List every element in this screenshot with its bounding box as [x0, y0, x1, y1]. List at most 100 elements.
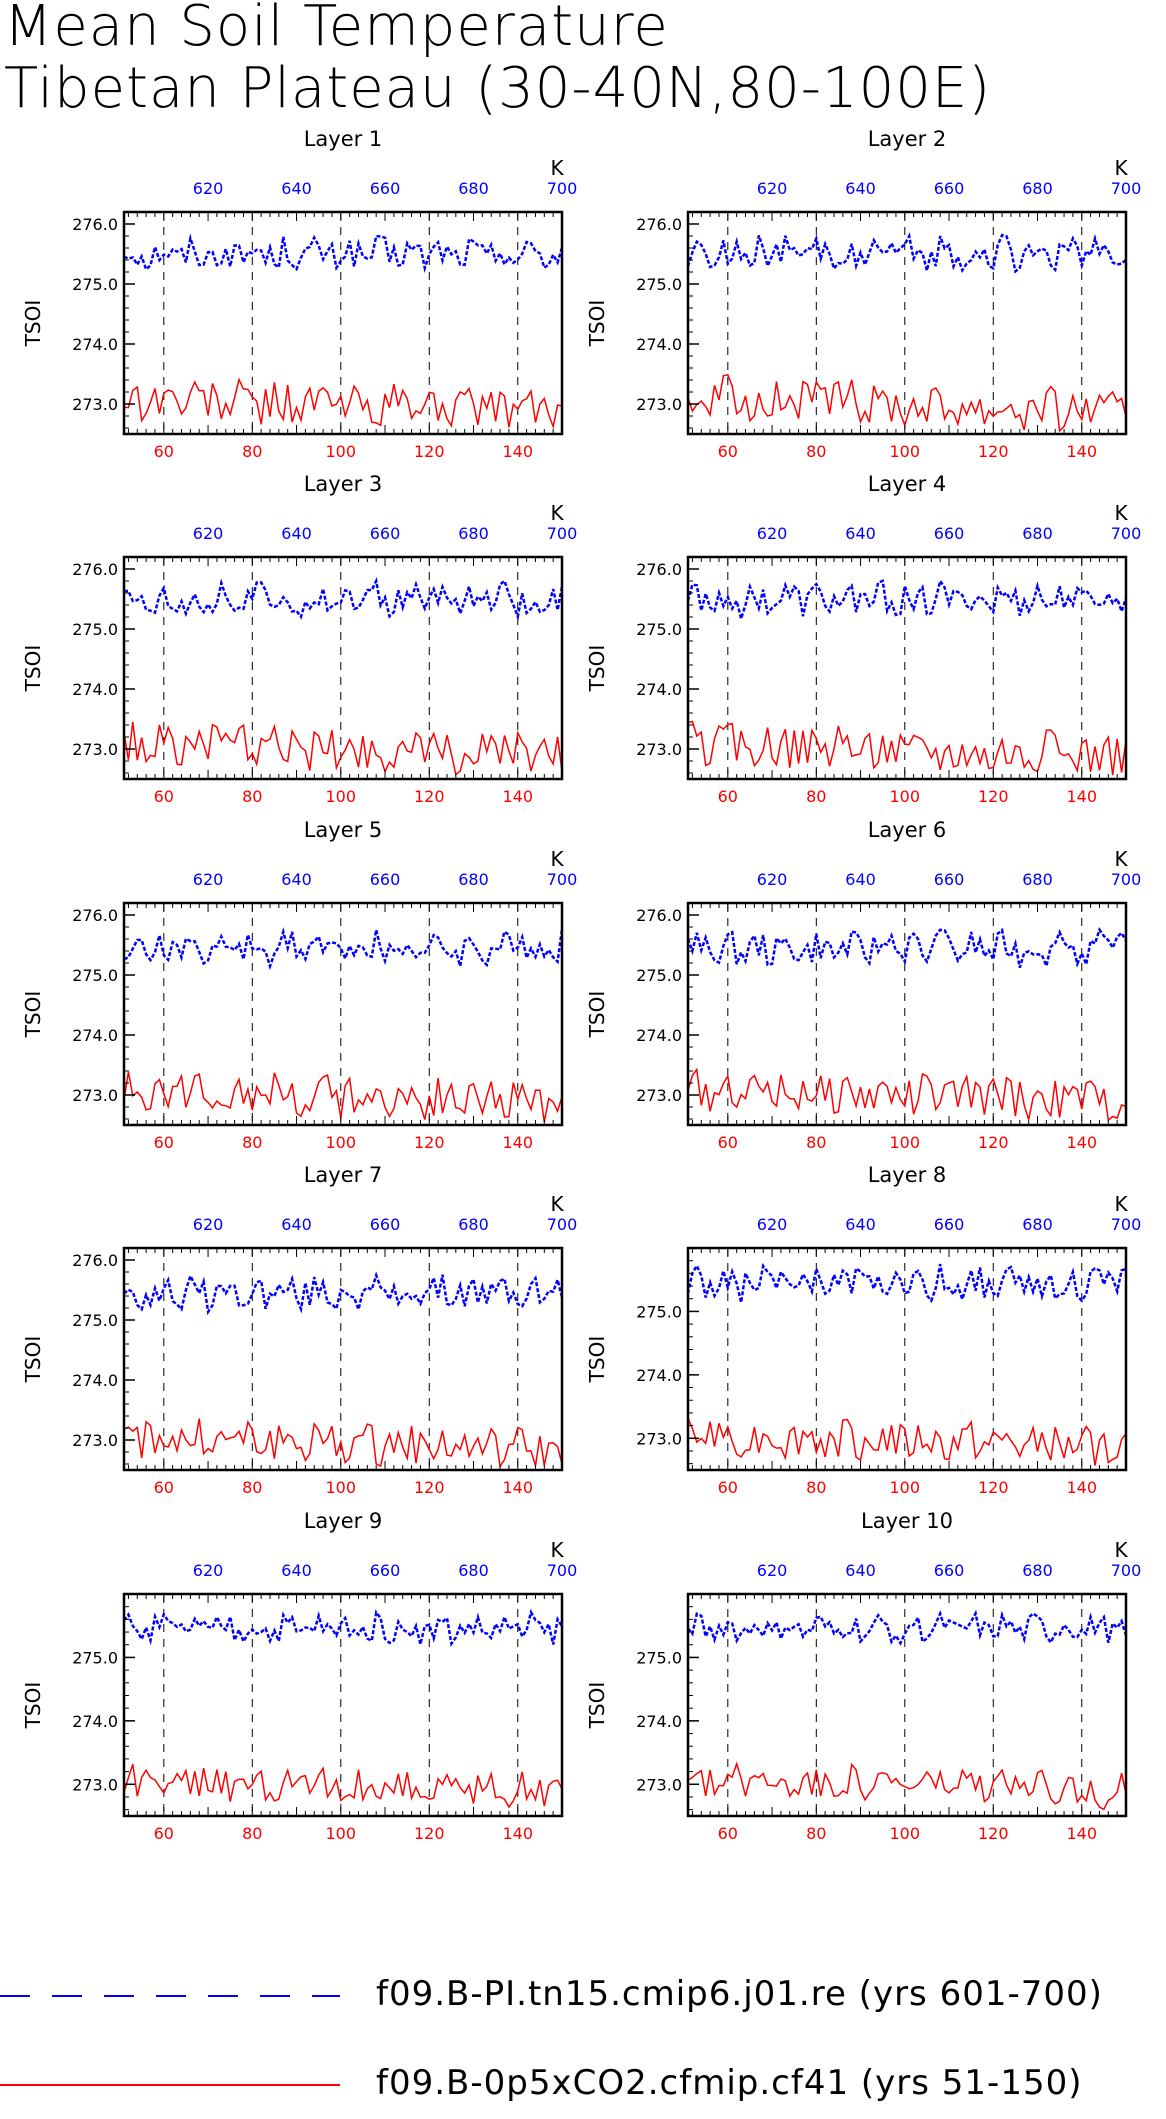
x-bottom-tick-label: 140	[502, 787, 533, 806]
x-bottom-tick-label: 140	[502, 1133, 533, 1152]
x-bottom-tick-label: 100	[326, 1133, 357, 1152]
x-top-tick-label: 620	[757, 524, 788, 543]
y-axis-label: TSOI	[21, 1682, 45, 1730]
x-bottom-tick-label: 80	[806, 1133, 826, 1152]
legend-swatch-blue	[0, 1995, 340, 1997]
x-top-tick-label: 620	[757, 179, 788, 198]
x-top-tick-label: 700	[1111, 524, 1142, 543]
y-tick-label: 273.0	[72, 740, 118, 759]
panel-title: Layer 10	[861, 1509, 953, 1533]
panel-10: Layer 10 273.0 274.0 275.0 60 80 100 120 140 620 6…	[585, 1509, 1141, 1843]
y-axis-label: TSOI	[585, 991, 609, 1039]
x-top-tick-label: 660	[370, 179, 401, 198]
x-bottom-tick-label: 140	[1066, 442, 1097, 461]
y-tick-label: 275.0	[636, 275, 682, 294]
plot-frame	[122, 555, 564, 781]
x-bottom-tick-label: 100	[890, 787, 921, 806]
x-bottom-tick-label: 120	[414, 1133, 445, 1152]
series-line-bottom	[687, 1418, 1127, 1466]
panel-8: Layer 8 273.0 274.0 275.0 60 80 100 120 140 620 64…	[585, 1163, 1141, 1497]
y-tick-label: 274.0	[636, 1366, 682, 1385]
x-top-tick-label: 680	[1022, 179, 1053, 198]
y-tick-label: 275.0	[72, 620, 118, 639]
y-axis-label: TSOI	[21, 645, 45, 693]
x-bottom-tick-label: 120	[978, 1824, 1009, 1843]
x-top-tick-label: 640	[845, 870, 876, 889]
x-top-tick-label: 680	[1022, 1215, 1053, 1234]
series-line-top	[123, 1608, 564, 1647]
legend-swatch-red	[0, 2084, 340, 2086]
x-top-tick-label: 700	[1111, 1215, 1142, 1234]
x-bottom-tick-label: 60	[154, 1133, 174, 1152]
y-tick-label: 275.0	[636, 1302, 682, 1321]
x-top-tick-label: 680	[458, 1561, 489, 1580]
plot-frame	[686, 555, 1128, 781]
x-bottom-tick-label: 140	[502, 442, 533, 461]
x-top-tick-label: 640	[281, 524, 312, 543]
plot-frame	[122, 210, 564, 436]
x-top-tick-label: 700	[547, 524, 578, 543]
x-top-tick-label: 620	[193, 1215, 224, 1234]
x-bottom-tick-label: 100	[326, 1824, 357, 1843]
y-tick-label: 275.0	[72, 966, 118, 985]
x-top-tick-label: 620	[757, 1215, 788, 1234]
series-line-bottom	[687, 373, 1127, 433]
top-axis-unit: K	[1114, 156, 1128, 180]
y-axis-label: TSOI	[21, 991, 45, 1039]
panel-title: Layer 8	[868, 1163, 947, 1187]
x-bottom-tick-label: 100	[890, 442, 921, 461]
x-bottom-tick-label: 60	[154, 1478, 174, 1497]
x-top-tick-label: 700	[547, 1215, 578, 1234]
x-top-tick-label: 620	[193, 524, 224, 543]
x-bottom-tick-label: 80	[242, 1824, 262, 1843]
x-bottom-tick-label: 60	[154, 442, 174, 461]
y-tick-label: 273.0	[72, 1775, 118, 1794]
y-tick-label: 274.0	[72, 680, 118, 699]
x-top-tick-label: 660	[934, 1561, 965, 1580]
x-bottom-tick-label: 140	[1066, 1478, 1097, 1497]
x-bottom-tick-label: 100	[326, 787, 357, 806]
x-bottom-tick-label: 120	[978, 1133, 1009, 1152]
series-line-top	[686, 1263, 1127, 1304]
y-tick-label: 274.0	[636, 1026, 682, 1045]
y-tick-label: 274.0	[72, 1712, 118, 1731]
x-bottom-tick-label: 80	[242, 1133, 262, 1152]
plot-frame	[686, 901, 1128, 1127]
x-bottom-tick-label: 60	[718, 442, 738, 461]
x-top-tick-label: 660	[934, 1215, 965, 1234]
y-axis-label: TSOI	[585, 1336, 609, 1384]
x-top-tick-label: 700	[1111, 1561, 1142, 1580]
x-top-tick-label: 660	[370, 870, 401, 889]
x-top-tick-label: 620	[193, 1561, 224, 1580]
x-top-tick-label: 680	[458, 1215, 489, 1234]
x-bottom-tick-label: 120	[414, 1824, 445, 1843]
y-tick-label: 275.0	[72, 275, 118, 294]
series-line-top	[687, 1609, 1128, 1646]
x-bottom-tick-label: 60	[718, 787, 738, 806]
y-tick-label: 275.0	[72, 1648, 118, 1667]
x-bottom-tick-label: 80	[806, 442, 826, 461]
x-top-tick-label: 680	[1022, 870, 1053, 889]
y-axis-label: TSOI	[21, 1336, 45, 1384]
panel-title: Layer 6	[868, 818, 947, 842]
legend-label-red: f09.B-0p5xCO2.cfmip.cf41 (yrs 51-150)	[376, 2063, 1083, 2103]
y-tick-label: 273.0	[72, 1086, 118, 1105]
panel-title: Layer 4	[868, 472, 947, 496]
x-top-tick-label: 700	[547, 870, 578, 889]
x-top-tick-label: 620	[193, 179, 224, 198]
x-top-tick-label: 640	[281, 870, 312, 889]
y-tick-label: 276.0	[636, 215, 682, 234]
y-tick-label: 275.0	[72, 1311, 118, 1330]
series-line-bottom	[123, 1763, 563, 1809]
x-bottom-tick-label: 80	[806, 1478, 826, 1497]
x-bottom-tick-label: 140	[1066, 1133, 1097, 1152]
series-line-top	[124, 577, 564, 622]
top-axis-unit: K	[1114, 1192, 1128, 1216]
y-tick-label: 274.0	[72, 335, 118, 354]
x-bottom-tick-label: 80	[242, 442, 262, 461]
series-line-top	[686, 232, 1127, 274]
x-top-tick-label: 660	[934, 179, 965, 198]
series-line-bottom	[687, 720, 1127, 776]
x-top-tick-label: 640	[281, 1215, 312, 1234]
